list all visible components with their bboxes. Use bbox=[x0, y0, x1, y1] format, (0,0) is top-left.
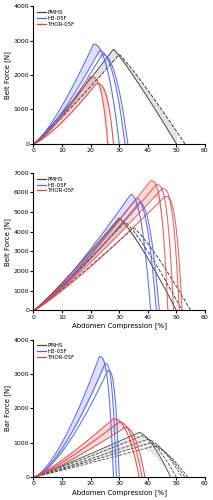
Y-axis label: Belt Force [N]: Belt Force [N] bbox=[4, 218, 11, 266]
Legend: PMHS, H3-05F, THOR-05F: PMHS, H3-05F, THOR-05F bbox=[36, 9, 76, 28]
Legend: PMHS, H3-05F, THOR-05F: PMHS, H3-05F, THOR-05F bbox=[36, 176, 76, 195]
Y-axis label: Bar Force [N]: Bar Force [N] bbox=[4, 386, 11, 432]
X-axis label: Abdomen Compression [%]: Abdomen Compression [%] bbox=[72, 489, 167, 496]
Y-axis label: Belt Force [N]: Belt Force [N] bbox=[4, 51, 11, 99]
X-axis label: Abdomen Compression [%]: Abdomen Compression [%] bbox=[72, 322, 167, 329]
Legend: PMHS, H3-05F, THOR-05F: PMHS, H3-05F, THOR-05F bbox=[36, 342, 76, 361]
